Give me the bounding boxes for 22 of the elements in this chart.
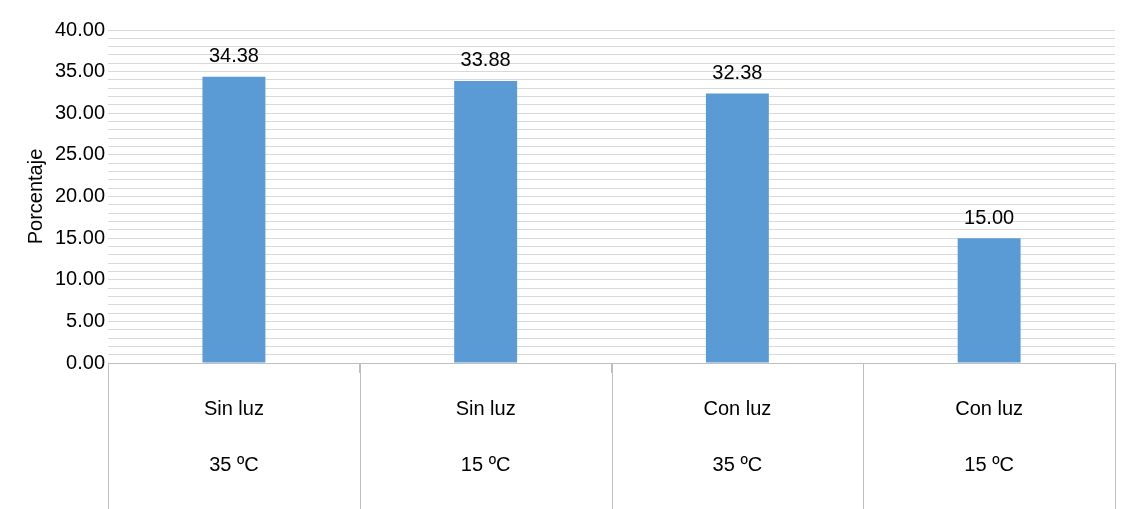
y-tick-label: 0.00 (66, 350, 106, 373)
data-label: 32.38 (712, 60, 763, 83)
y-tick-label: 25.00 (54, 142, 106, 165)
data-label: 15.00 (964, 205, 1015, 228)
data-label: 34.38 (208, 44, 259, 67)
y-tick-label: 40.00 (54, 17, 106, 40)
y-tick-label: 10.00 (54, 267, 106, 290)
bar (202, 76, 266, 363)
y-axis-title: Porcentaje (23, 148, 46, 245)
bar (957, 238, 1021, 363)
y-tick-label: 30.00 (54, 100, 106, 123)
y-tick-label: 20.00 (54, 184, 106, 207)
category-label: Con luz 15 ºC (955, 396, 1024, 475)
bar (454, 80, 518, 363)
data-label: 33.88 (460, 48, 511, 71)
category-label: Sin luz 15 ºC (455, 396, 516, 475)
y-tick-label: 35.00 (54, 59, 106, 82)
y-tick-label: 5.00 (66, 308, 106, 331)
y-tick-label: 15.00 (54, 225, 106, 248)
category-label: Sin luz 35 ºC (203, 396, 264, 475)
bar (705, 93, 769, 363)
category-label: Con luz 35 ºC (703, 396, 772, 475)
